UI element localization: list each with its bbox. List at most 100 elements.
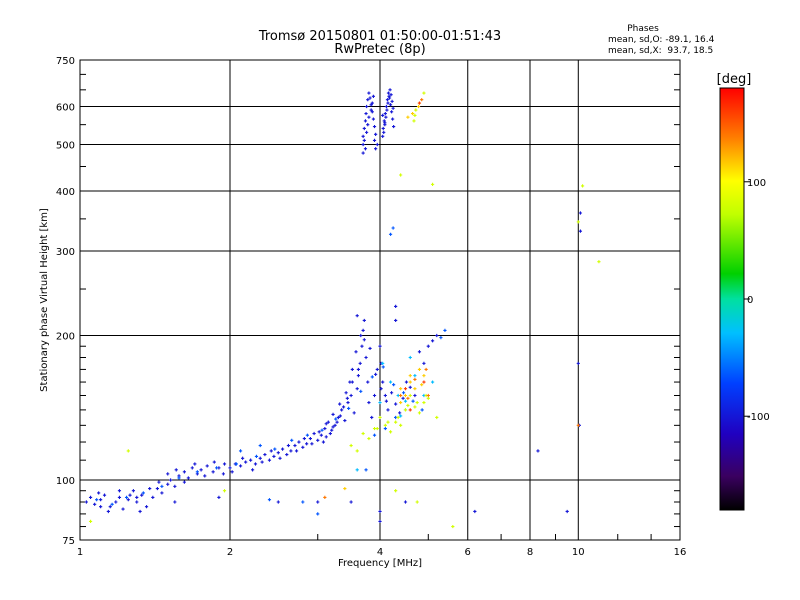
data-point [361, 134, 365, 138]
data-point [316, 438, 320, 442]
data-point [203, 474, 207, 478]
data-point [415, 400, 419, 405]
data-point [278, 456, 282, 460]
data-point [365, 130, 369, 134]
data-point [361, 431, 365, 436]
data-point [413, 387, 417, 391]
data-point [349, 443, 353, 448]
data-point [388, 232, 393, 236]
data-point [359, 333, 363, 338]
data-point [394, 489, 398, 493]
data-point [328, 431, 332, 436]
data-point [273, 447, 277, 451]
data-point [386, 91, 391, 95]
data-point [439, 336, 443, 340]
data-point [193, 462, 197, 466]
data-point [413, 377, 417, 382]
data-point [403, 500, 408, 504]
data-point [372, 124, 377, 129]
data-point [388, 430, 393, 434]
data-point [576, 361, 580, 365]
x-tick-label: 6 [465, 547, 471, 558]
data-point [398, 411, 402, 415]
x-tick-label: 1 [77, 547, 83, 558]
data-point [381, 126, 385, 131]
colorbar-ticks: 100 0 -100 [744, 178, 770, 423]
y-axis-label: Stationary phase Virtual Height [km] [39, 208, 50, 392]
data-point [166, 482, 170, 486]
data-point [350, 380, 354, 384]
data-point [415, 500, 419, 504]
data-point [108, 505, 112, 509]
data-point [374, 372, 378, 376]
data-point [323, 495, 327, 500]
data-point [182, 480, 186, 484]
data-point [383, 426, 387, 431]
data-point [334, 417, 338, 421]
data-point [355, 468, 359, 472]
data-point [363, 119, 368, 123]
data-point [381, 380, 385, 384]
data-point [597, 260, 601, 264]
data-point [391, 226, 395, 230]
phase-stats-heading: Phases [627, 24, 659, 34]
data-point [422, 380, 426, 384]
data-point [392, 124, 396, 129]
data-point [420, 408, 424, 412]
data-point [99, 505, 103, 509]
x-axis: 1 2 4 6 8 10 16 [77, 534, 686, 558]
data-point [205, 464, 209, 468]
data-point [473, 509, 477, 514]
data-point [367, 400, 371, 405]
data-point [230, 470, 234, 474]
data-point [135, 500, 139, 504]
data-point [258, 456, 262, 460]
data-point [301, 445, 305, 449]
data-point [417, 367, 422, 372]
data-point [576, 220, 580, 224]
data-point [413, 405, 417, 409]
data-point [358, 361, 362, 365]
data-point [370, 101, 374, 105]
data-point [414, 108, 418, 112]
data-point [324, 435, 328, 439]
data-point [190, 466, 194, 470]
data-point [363, 147, 368, 151]
data-point [174, 468, 178, 472]
data-point [317, 430, 321, 434]
data-point [390, 99, 394, 103]
data-point [430, 182, 435, 186]
data-point [177, 476, 181, 480]
data-point [356, 367, 360, 372]
data-point [365, 104, 369, 109]
y-tick-label: 400 [56, 187, 75, 198]
data-point [385, 98, 390, 102]
data-point [234, 462, 238, 466]
data-point [286, 443, 291, 448]
data-point [408, 408, 412, 412]
data-point [280, 447, 285, 451]
data-point [169, 478, 173, 482]
data-point [366, 123, 370, 127]
data-point [430, 339, 435, 343]
data-point [110, 502, 114, 506]
data-point [367, 91, 371, 95]
data-point [378, 344, 382, 348]
data-point [321, 440, 326, 444]
data-point [426, 344, 430, 348]
data-point [312, 431, 316, 436]
data-point [269, 449, 273, 453]
data-point [367, 115, 371, 119]
data-point [316, 512, 320, 516]
data-point [276, 500, 280, 504]
data-point [403, 387, 408, 391]
data-point [254, 454, 259, 459]
data-point [372, 433, 377, 437]
data-point [408, 380, 412, 384]
y-tick-label: 300 [56, 247, 75, 258]
data-point [267, 458, 272, 462]
data-point [349, 500, 353, 504]
data-point [173, 500, 177, 504]
data-point [404, 380, 409, 384]
data-point [99, 498, 103, 502]
